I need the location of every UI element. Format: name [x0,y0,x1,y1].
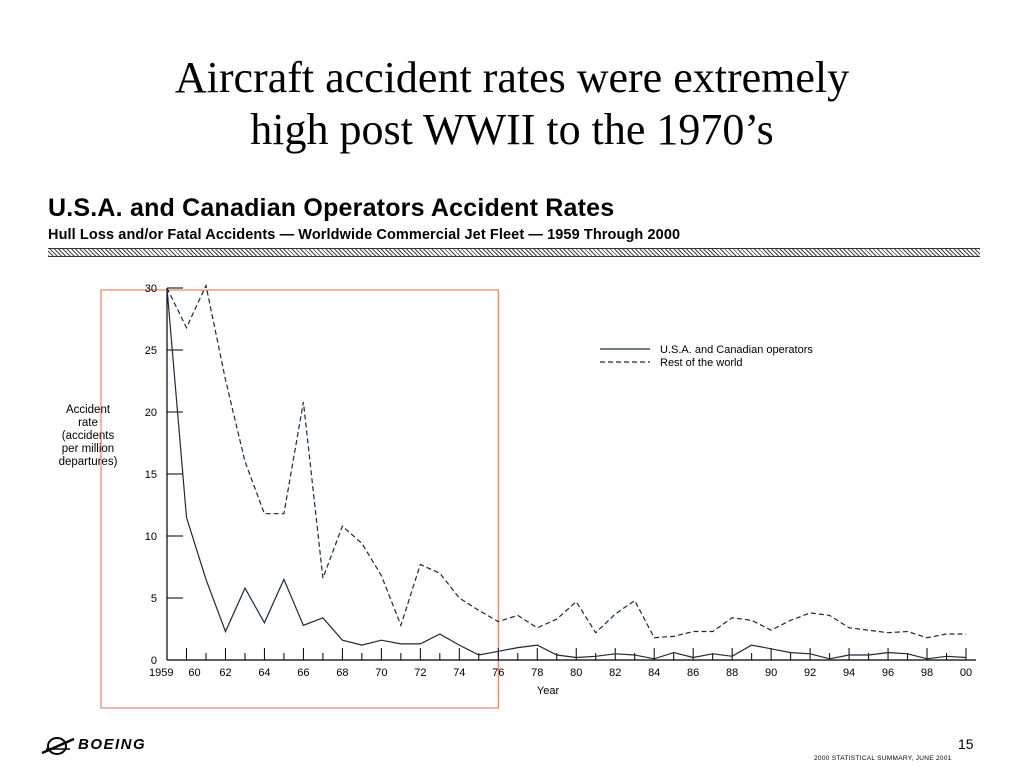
x-tick-label-94: 94 [843,667,855,679]
x-tick-label-70: 70 [375,667,387,679]
logo-wordmark: BOEING [78,736,147,753]
y-axis-label-line-5: departures) [58,456,118,468]
y-tick-label-15: 15 [145,469,157,481]
x-tick-label-96: 96 [882,667,894,679]
x-tick-label-1959: 1959 [149,667,173,679]
y-tick-label-0: 0 [151,655,157,667]
y-tick-label-5: 5 [151,593,157,605]
x-tick-label-80: 80 [570,667,582,679]
x-tick-label-98: 98 [921,667,933,679]
x-tick-label-88: 88 [726,667,738,679]
x-axis-title: Year [537,685,560,697]
footer-note: 2000 STATISTICAL SUMMARY, JUNE 2001 [814,755,952,762]
slide-title-line-1: Aircraft accident rates were extremely [174,53,850,102]
x-tick-label-82: 82 [609,667,621,679]
y-axis-label-line-1: Accident [65,404,111,416]
x-tick-label-72: 72 [414,667,426,679]
x-tick-label-78: 78 [531,667,543,679]
slide-title: Aircraft accident rates were extremely h… [0,52,1024,156]
y-tick-label-30: 30 [145,283,157,295]
x-tick-label-62: 62 [219,667,231,679]
highlight-box [100,289,499,709]
boeing-logo: BOEING [40,733,200,759]
legend-label-rest-of-world: Rest of the world [660,357,743,369]
boeing-symbol-icon [41,737,75,755]
chart-subtitle: Hull Loss and/or Fatal Accidents — World… [48,227,681,243]
x-tick-label-90: 90 [765,667,777,679]
x-tick-label-68: 68 [336,667,348,679]
series-line-usa-canada [166,287,967,660]
chart-title: U.S.A. and Canadian Operators Accident R… [48,194,615,222]
slide-title-line-2: high post WWII to the 1970’s [250,105,774,154]
x-tick-label-00: 00 [960,667,972,679]
x-tick-label-86: 86 [687,667,699,679]
x-tick-label-64: 64 [258,667,270,679]
page-number: 15 [958,736,974,752]
x-tick-label-60: 60 [188,667,200,679]
x-tick-label-76: 76 [492,667,504,679]
y-tick-label-20: 20 [145,407,157,419]
x-tick-label-92: 92 [804,667,816,679]
x-tick-label-66: 66 [297,667,309,679]
series-line-rest-of-world [166,283,966,639]
y-tick-label-25: 25 [145,345,157,357]
x-tick-label-74: 74 [453,667,465,679]
legend-label-usa-canada: U.S.A. and Canadian operators [660,344,813,356]
y-tick-label-10: 10 [145,531,157,543]
y-axis-label-line-2: rate [78,417,98,429]
x-tick-label-84: 84 [648,667,660,679]
hatched-divider [48,248,980,257]
